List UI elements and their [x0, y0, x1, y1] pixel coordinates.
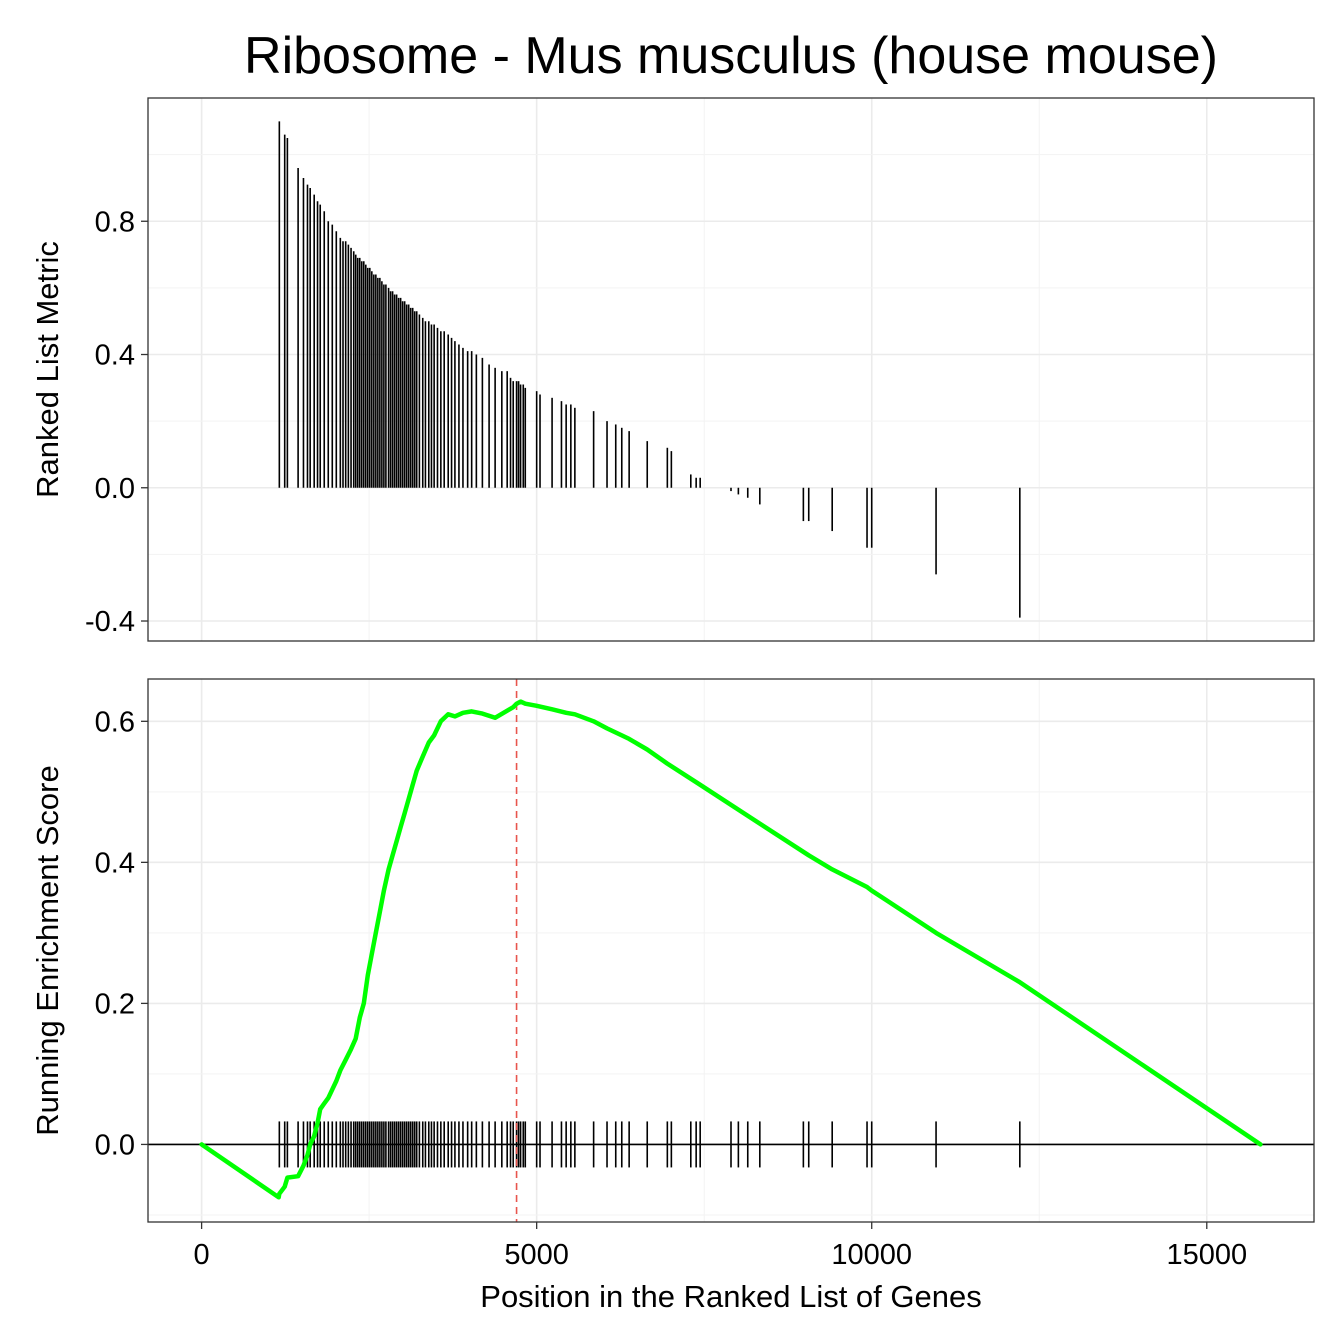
- y-tick-label: 0.6: [95, 706, 135, 738]
- x-tick-label: 5000: [504, 1239, 569, 1271]
- y-tick-label: 0.0: [95, 1129, 135, 1161]
- bottom-y-axis: 0.0 0.2 0.4 0.6: [95, 706, 148, 1161]
- bottom-panel-grid: [148, 679, 1314, 1222]
- bottom-panel: 0.0 0.2 0.4 0.6 Running Enrichment Score: [30, 678, 1315, 1223]
- bottom-panel-border: [147, 678, 1315, 1223]
- ranked-metric-bars: [278, 121, 1021, 618]
- x-tick-label: 10000: [831, 1239, 912, 1271]
- top-panel-grid: [148, 98, 1314, 641]
- y-tick-label: 0.2: [95, 988, 135, 1020]
- top-y-axis-title: Ranked List Metric: [30, 241, 65, 498]
- gene-hit-rug: [278, 1121, 1021, 1168]
- top-y-axis: -0.4 0.0 0.4 0.8: [85, 206, 148, 638]
- x-tick-label: 0: [194, 1239, 210, 1271]
- y-tick-label: -0.4: [85, 606, 135, 638]
- series-line-running-es: [199, 699, 1263, 1200]
- y-tick-label: 0.8: [95, 206, 135, 238]
- y-tick-label: 0.4: [95, 340, 135, 372]
- top-panel: -0.4 0.0 0.4 0.8 Ranked List Metric: [30, 97, 1315, 642]
- bottom-y-axis-title: Running Enrichment Score: [30, 765, 65, 1135]
- x-axis-title: Position in the Ranked List of Genes: [480, 1279, 981, 1314]
- y-tick-label: 0.0: [95, 473, 135, 505]
- y-tick-label: 0.4: [95, 847, 135, 879]
- chart-title: Ribosome - Mus musculus (house mouse): [244, 27, 1218, 85]
- top-panel-border: [147, 97, 1315, 642]
- x-axis: 0 5000 10000 15000: [194, 1222, 1247, 1271]
- x-tick-label: 15000: [1166, 1239, 1247, 1271]
